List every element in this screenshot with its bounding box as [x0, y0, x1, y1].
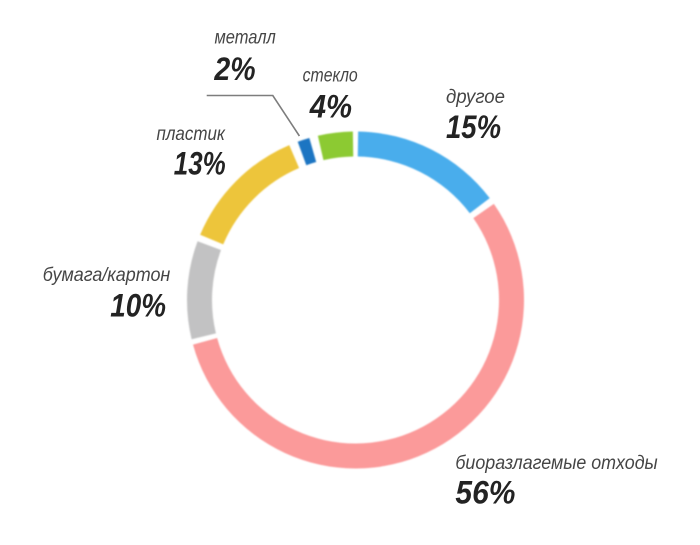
svg-text:13%: 13%	[174, 145, 226, 181]
svg-text:стекло: стекло	[303, 65, 358, 86]
svg-text:15%: 15%	[446, 109, 501, 145]
svg-text:2%: 2%	[214, 51, 256, 87]
svg-text:10%: 10%	[110, 288, 166, 324]
svg-text:другое: другое	[446, 87, 505, 108]
svg-text:4%: 4%	[309, 88, 352, 124]
svg-text:биоразлагемые отходы: биоразлагемые отходы	[455, 453, 657, 474]
svg-text:56%: 56%	[455, 475, 515, 511]
svg-text:пластик: пластик	[157, 124, 226, 145]
svg-text:металл: металл	[215, 28, 277, 49]
svg-text:бумага/картон: бумага/картон	[43, 265, 171, 286]
